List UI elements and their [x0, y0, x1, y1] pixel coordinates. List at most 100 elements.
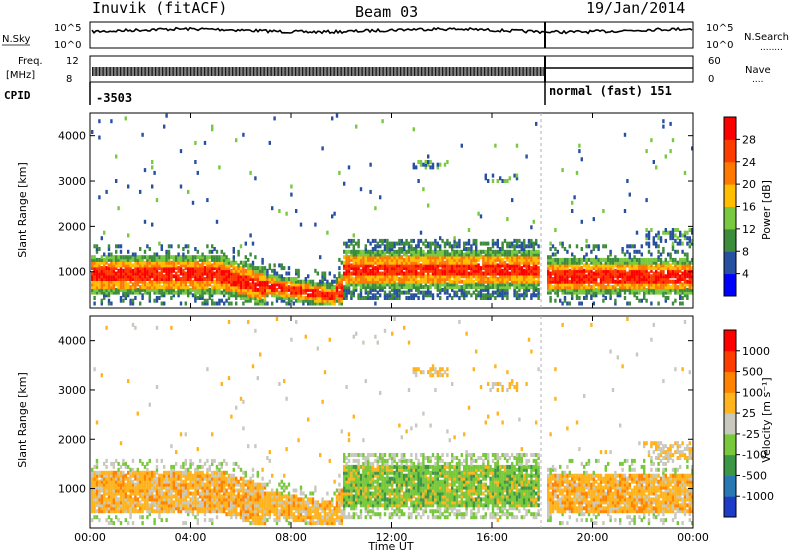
heatmap-cell [650, 274, 653, 279]
heatmap-cell [316, 282, 319, 287]
heatmap-cell [131, 500, 135, 505]
heatmap-cell [163, 491, 166, 496]
heatmap-cell [110, 263, 113, 268]
heatmap-cell [283, 293, 286, 298]
heatmap-cell [146, 255, 149, 260]
heatmap-cell [681, 274, 684, 279]
freq-bar [512, 67, 513, 76]
heatmap-cell [436, 271, 439, 276]
heatmap-cell [263, 277, 267, 281]
heatmap-cell [115, 488, 118, 493]
heatmap-cell [415, 255, 418, 260]
heatmap-cell [105, 189, 108, 194]
heatmap-cell [134, 470, 137, 475]
heatmap-cell [167, 257, 171, 262]
heatmap-cell [611, 277, 615, 281]
heatmap-cell [554, 257, 557, 262]
heatmap-cell [551, 268, 555, 273]
heatmap-cell [91, 479, 94, 484]
nsky-series [91, 26, 693, 35]
heatmap-cell [379, 255, 382, 260]
heatmap-cell [237, 293, 240, 298]
heatmap-cell [503, 263, 507, 268]
heatmap-cell [155, 271, 159, 276]
heatmap-cell [412, 162, 415, 167]
heatmap-cell [189, 268, 192, 273]
heatmap-cell [487, 249, 490, 254]
heatmap-cell [261, 287, 264, 292]
heatmap-cell [172, 488, 175, 493]
heatmap-cell [475, 285, 478, 290]
heatmap-cell [254, 274, 257, 279]
heatmap-cell [127, 494, 130, 499]
heatmap-cell [93, 287, 96, 292]
heatmap-cell [364, 279, 367, 284]
heatmap-cell [160, 491, 163, 496]
heatmap-cell [441, 279, 444, 284]
heatmap-cell [381, 257, 384, 262]
heatmap-cell [91, 263, 94, 268]
heatmap-cell [513, 252, 516, 257]
heatmap-cell [669, 285, 672, 290]
heatmap-cell [515, 279, 519, 284]
heatmap-cell [249, 298, 252, 303]
heatmap-cell [484, 277, 487, 281]
heatmap-cell [479, 290, 483, 295]
heatmap-cell [119, 476, 123, 481]
heatmap-cell [182, 277, 185, 281]
heatmap-cell [237, 290, 240, 295]
heatmap-cell [583, 285, 586, 290]
heatmap-cell [107, 509, 111, 514]
heatmap-cell [127, 184, 130, 189]
heatmap-cell [93, 506, 96, 511]
heatmap-cell [208, 290, 211, 295]
heatmap-cell [215, 266, 219, 271]
heatmap-cell [280, 266, 283, 271]
heatmap-cell [98, 470, 101, 475]
heatmap-cell [453, 274, 456, 279]
heatmap-cell [213, 263, 216, 268]
heatmap-cell [451, 255, 454, 260]
heatmap-cell [391, 266, 394, 271]
heatmap-cell [446, 287, 449, 292]
heatmap-cell [527, 279, 531, 284]
heatmap-cell [148, 485, 151, 490]
heatmap-cell [333, 296, 336, 300]
heatmap-cell [398, 257, 401, 262]
heatmap-cell [460, 293, 463, 298]
heatmap-cell [410, 263, 413, 268]
heatmap-cell [244, 285, 247, 290]
heatmap-cell [100, 257, 103, 262]
heatmap-cell [350, 255, 353, 260]
heatmap-cell [148, 282, 151, 287]
heatmap-cell [619, 287, 622, 292]
heatmap-cell [674, 238, 677, 243]
heatmap-cell [124, 473, 127, 478]
heatmap-cell [179, 500, 183, 505]
heatmap-cell [340, 290, 343, 295]
heatmap-cell [158, 476, 161, 481]
heatmap-cell [645, 268, 648, 273]
heatmap-cell [110, 271, 113, 276]
heatmap-cell [199, 266, 202, 271]
heatmap-cell [470, 277, 473, 281]
freq-bar [458, 67, 460, 76]
heatmap-cell [139, 301, 142, 306]
heatmap-cell [494, 279, 497, 284]
heatmap-cell [566, 290, 569, 295]
heatmap-cell [263, 279, 267, 284]
heatmap-cell [484, 260, 487, 265]
heatmap-cell [369, 271, 372, 276]
heatmap-cell [321, 277, 324, 281]
heatmap-cell [424, 277, 427, 281]
heatmap-cell [357, 238, 360, 243]
heatmap-cell [381, 279, 384, 284]
heatmap-cell [479, 249, 483, 254]
heatmap-cell [249, 290, 252, 295]
heatmap-cell [182, 282, 185, 287]
freq-bar [429, 67, 431, 76]
heatmap-cell [232, 279, 235, 284]
freq-bar [479, 67, 481, 76]
heatmap-cell [127, 233, 130, 238]
heatmap-cell [141, 476, 144, 481]
